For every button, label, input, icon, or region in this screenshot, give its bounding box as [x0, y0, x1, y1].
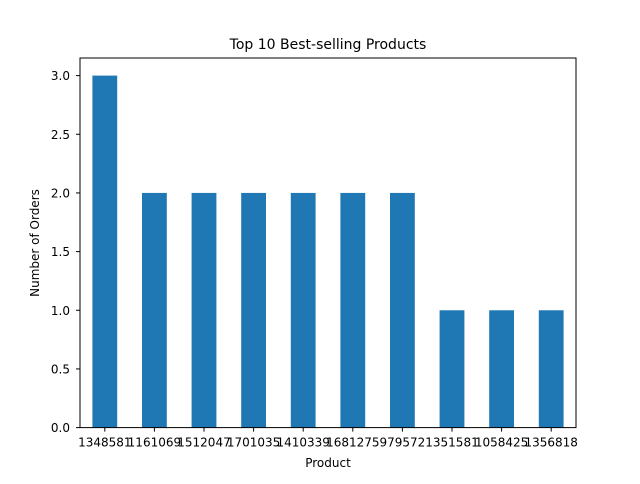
bar-1410339	[290, 192, 316, 428]
y-tick-label: 2.0	[51, 186, 70, 200]
x-tick-label: 1348581	[78, 436, 131, 450]
bar-1058425	[489, 310, 514, 428]
bar-1512047	[191, 192, 217, 428]
plot-frame	[79, 57, 577, 429]
bar-1701035	[241, 192, 266, 428]
x-tick-label: 1058425	[475, 436, 528, 450]
bars-layer	[92, 75, 564, 428]
x-tick-label: 1681275	[326, 436, 379, 450]
bar-1356818	[538, 310, 564, 428]
y-tick-label: 3.0	[51, 69, 70, 83]
y-tick-label: 1.5	[51, 245, 70, 259]
x-axis-label: Product	[305, 456, 351, 470]
chart-title: Top 10 Best-selling Products	[229, 37, 427, 53]
x-tick-label: 979572	[379, 436, 425, 450]
x-tick-label: 1356818	[524, 436, 577, 450]
y-axis: 0.0 0.5 1.0 1.5 2.0 2.5 3.0	[51, 69, 80, 435]
y-tick-label: 0.0	[51, 421, 70, 435]
y-tick-label: 2.5	[51, 128, 70, 142]
bar-1161069	[142, 192, 167, 428]
bar-1351581	[439, 310, 465, 428]
y-axis-label: Number of Orders	[28, 189, 42, 297]
y-tick-label: 0.5	[51, 362, 70, 376]
bar-979572	[390, 192, 415, 428]
x-tick-label: 1161069	[128, 436, 181, 450]
x-axis: 1348581116106915120471701035141033916812…	[78, 427, 578, 450]
bar-1681275	[340, 192, 366, 428]
x-tick-label: 1701035	[227, 436, 280, 450]
x-tick-label: 1410339	[276, 436, 329, 450]
bar-1348581	[92, 75, 118, 428]
x-tick-label: 1351581	[425, 436, 478, 450]
y-tick-label: 1.0	[51, 304, 70, 318]
x-tick-label: 1512047	[177, 436, 230, 450]
